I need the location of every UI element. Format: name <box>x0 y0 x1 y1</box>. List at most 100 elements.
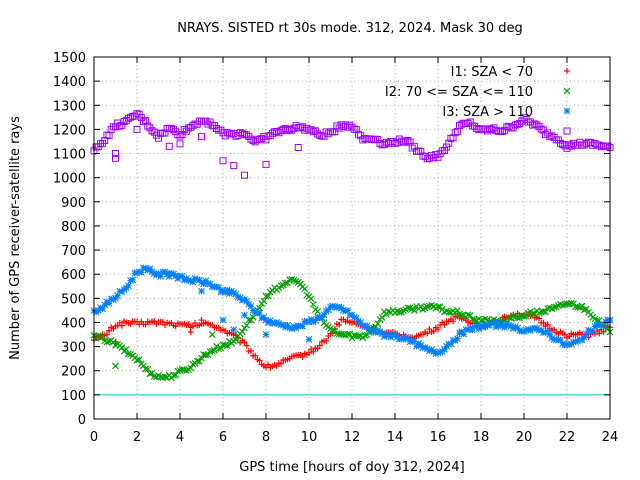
data-point-outlier <box>198 133 205 141</box>
data-point <box>101 136 109 144</box>
data-point <box>189 360 197 368</box>
data-point <box>404 335 412 342</box>
data-point <box>215 283 223 291</box>
data-point <box>314 307 322 315</box>
data-point-outlier <box>230 162 238 170</box>
y-tick-label: 500 <box>61 292 86 307</box>
data-point <box>271 320 278 327</box>
data-point <box>174 131 182 139</box>
data-point <box>185 321 192 328</box>
data-point-outlier <box>262 160 270 168</box>
x-axis-label: GPS time [hours of doy 312, 2024] <box>239 460 464 475</box>
data-point <box>406 304 414 312</box>
data-point <box>243 297 251 305</box>
data-point <box>520 114 528 122</box>
series-layer <box>90 110 614 382</box>
data-point <box>350 313 358 321</box>
data-point <box>142 117 150 125</box>
data-point <box>443 143 451 151</box>
data-point <box>426 347 433 355</box>
data-point <box>398 335 405 343</box>
data-point <box>406 338 414 346</box>
data-point <box>187 277 195 285</box>
data-point <box>441 345 448 353</box>
data-point <box>378 330 386 337</box>
data-point <box>299 353 306 360</box>
y-tick-label: 1500 <box>53 51 86 66</box>
x-tick-label: 0 <box>90 430 98 445</box>
data-point <box>354 130 362 138</box>
y-tick-label: 0 <box>78 413 86 428</box>
data-point <box>417 147 425 155</box>
data-point <box>273 319 281 326</box>
data-point-outlier <box>198 317 205 324</box>
data-point <box>129 276 137 284</box>
data-point <box>520 312 528 320</box>
data-point <box>529 310 537 318</box>
data-point <box>357 318 364 326</box>
legend-marker <box>563 87 571 95</box>
data-point <box>157 272 165 280</box>
data-point <box>434 303 442 311</box>
data-point <box>367 327 375 335</box>
data-point-outlier <box>133 125 141 133</box>
data-point <box>265 361 272 368</box>
legend-label: I1: SZA < 70 <box>451 65 533 80</box>
chart-title: NRAYS. SISTED rt 30s mode. 312, 2024. Ma… <box>177 21 523 36</box>
data-point <box>109 338 117 346</box>
data-point <box>191 275 199 282</box>
data-point <box>430 328 437 335</box>
data-point <box>572 338 579 346</box>
data-point <box>309 301 317 308</box>
data-point <box>223 342 231 350</box>
x-tick-label: 12 <box>344 430 361 445</box>
data-point <box>241 339 248 346</box>
data-point <box>456 329 463 337</box>
data-point <box>316 342 323 349</box>
data-point <box>335 303 343 311</box>
data-point <box>99 305 106 313</box>
data-point <box>469 326 476 334</box>
data-point <box>374 136 382 144</box>
data-point <box>561 331 568 338</box>
data-point <box>155 134 162 142</box>
data-point <box>189 323 196 330</box>
data-point <box>529 325 536 332</box>
data-point <box>290 276 298 284</box>
y-axis-ticks: 0 100 200 300 400 500 600 700 800 900 1000 1100 1200… <box>53 51 610 428</box>
data-point <box>101 301 109 309</box>
data-point <box>172 323 179 330</box>
data-point-outlier <box>241 311 248 319</box>
data-point <box>435 326 441 333</box>
x-tick-label: 8 <box>262 430 270 445</box>
data-point <box>185 124 193 132</box>
data-point <box>202 351 210 359</box>
data-point <box>559 301 567 309</box>
data-point <box>185 276 192 284</box>
data-point <box>232 336 240 344</box>
data-point <box>395 308 403 316</box>
y-tick-label: 1300 <box>53 99 86 114</box>
data-point <box>361 331 369 339</box>
data-point <box>382 311 390 318</box>
data-point <box>97 334 104 342</box>
data-point <box>421 344 429 352</box>
data-point <box>505 322 513 329</box>
data-point <box>140 362 147 370</box>
data-point <box>533 121 541 129</box>
data-point <box>352 126 360 134</box>
data-point <box>404 136 412 144</box>
y-tick-label: 100 <box>61 389 86 404</box>
data-point <box>322 307 330 315</box>
data-point <box>475 325 483 333</box>
data-point <box>346 121 354 129</box>
x-tick-label: 6 <box>219 430 227 445</box>
data-point <box>107 295 115 303</box>
data-point <box>213 125 221 133</box>
data-point <box>355 332 362 340</box>
y-tick-label: 1000 <box>53 172 86 187</box>
data-point <box>148 127 156 135</box>
data-point <box>423 303 431 311</box>
data-point <box>552 136 560 144</box>
data-point <box>189 278 197 286</box>
